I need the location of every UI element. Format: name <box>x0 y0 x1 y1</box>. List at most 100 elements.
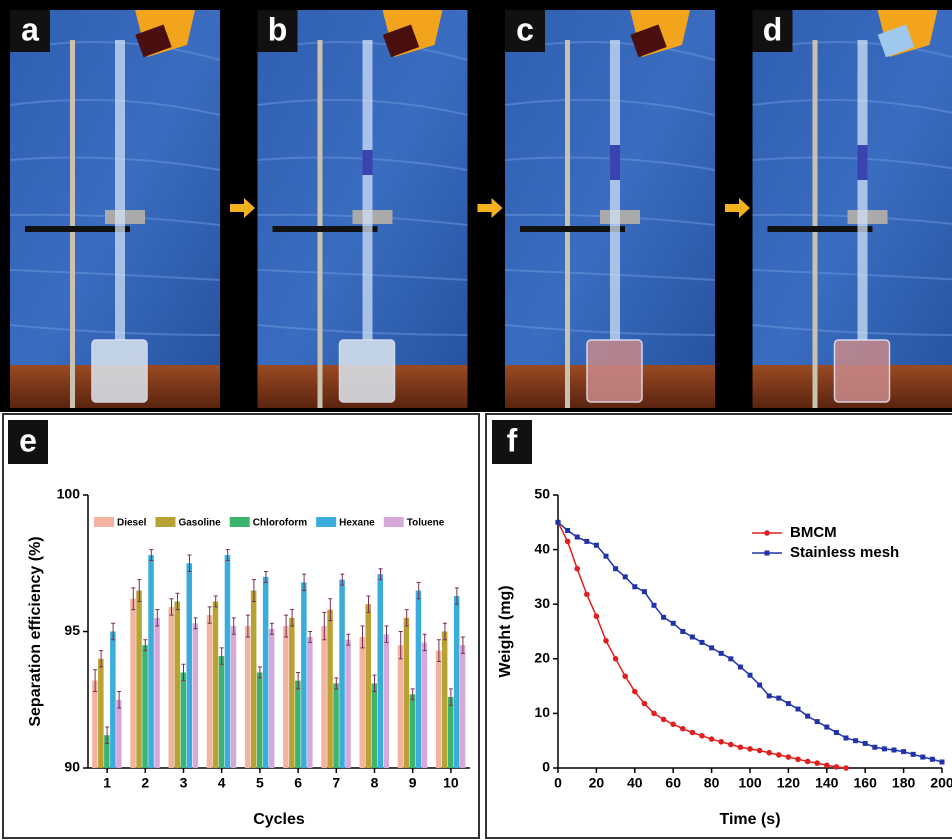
point <box>574 565 580 572</box>
point <box>737 664 743 670</box>
panel-label-box <box>752 10 793 52</box>
error-bar <box>328 598 333 622</box>
point <box>843 735 849 741</box>
step-arrow <box>230 198 255 218</box>
beaker <box>833 339 891 403</box>
beaker <box>91 339 148 403</box>
point <box>574 534 580 540</box>
error-bar <box>117 691 122 709</box>
panel-f-frame <box>485 413 952 839</box>
y-tick-label: 0 <box>542 759 550 775</box>
point <box>641 700 648 707</box>
point <box>565 527 571 533</box>
bar <box>92 680 98 768</box>
error-bar <box>360 625 365 649</box>
y-tick-label: 95 <box>64 622 80 638</box>
small-beaker <box>630 24 667 58</box>
point <box>584 591 590 598</box>
legend-label: Hexane <box>339 518 375 529</box>
point <box>661 614 667 620</box>
point <box>901 749 907 755</box>
bar <box>421 642 428 768</box>
point <box>632 584 638 590</box>
legend-label: Gasoline <box>178 518 221 529</box>
bar <box>250 590 257 768</box>
bar <box>224 555 231 768</box>
bar <box>180 672 186 768</box>
error-bar <box>398 631 403 660</box>
error-bar <box>460 636 465 654</box>
point <box>747 672 753 678</box>
point <box>651 602 657 608</box>
bar <box>262 576 269 768</box>
bar <box>212 601 219 768</box>
legend-swatch <box>155 517 176 527</box>
legend-marker <box>764 530 770 536</box>
bar <box>142 645 148 768</box>
error-bar <box>269 622 274 635</box>
point <box>756 747 763 754</box>
point <box>555 519 561 525</box>
beaker <box>338 339 396 403</box>
point <box>795 756 801 763</box>
bar <box>174 601 180 768</box>
error-bar <box>308 631 313 643</box>
stand-rod <box>70 40 75 408</box>
bar <box>268 628 275 768</box>
error-bar <box>155 609 160 627</box>
y-tick-label: 90 <box>64 759 80 775</box>
x-tick-label: 2 <box>141 775 149 791</box>
stand-rod <box>812 40 818 408</box>
error-bar <box>436 639 441 663</box>
bar <box>409 694 416 768</box>
point <box>593 613 600 620</box>
mesh-segment <box>362 150 373 175</box>
x-tick-label: 80 <box>704 775 720 791</box>
point <box>622 574 628 580</box>
bar <box>218 656 225 768</box>
x-tick-label: 6 <box>294 775 302 791</box>
error-bar <box>263 570 268 583</box>
x-tick-label: 20 <box>589 775 605 791</box>
panel-label-box <box>8 420 48 464</box>
panel-label: b <box>268 11 288 47</box>
y-axis-label: Weight (mg) <box>497 585 514 677</box>
point <box>632 688 638 695</box>
clamp-arm <box>520 226 625 232</box>
error-bar <box>346 633 351 646</box>
panel-label-box <box>10 10 50 52</box>
bar <box>377 574 383 768</box>
x-tick-label: 4 <box>218 775 226 791</box>
error-bar <box>378 568 383 581</box>
bar <box>301 582 307 768</box>
point <box>776 695 782 701</box>
point <box>910 751 916 757</box>
y-tick-label: 30 <box>534 595 550 611</box>
point <box>680 629 686 634</box>
x-tick-label: 180 <box>892 775 916 791</box>
beaker <box>586 339 643 403</box>
x-tick-label: 140 <box>815 775 839 791</box>
error-bar <box>251 579 256 602</box>
bar <box>136 590 142 768</box>
error-bar <box>231 617 236 635</box>
point <box>660 716 667 723</box>
point <box>564 538 571 545</box>
y-tick-label: 100 <box>57 486 81 502</box>
bar <box>168 606 174 768</box>
mesh-segment <box>610 145 620 180</box>
tube <box>610 40 620 340</box>
y-tick-label: 40 <box>534 540 550 556</box>
point <box>737 744 744 751</box>
point <box>824 724 830 730</box>
point <box>718 650 724 656</box>
panel-label-box <box>492 420 532 464</box>
legend-label: Toluene <box>407 518 445 529</box>
bar <box>415 590 422 768</box>
error-bar <box>225 549 230 562</box>
error-bar <box>384 625 389 643</box>
bar <box>130 598 136 768</box>
panel-e-frame <box>2 413 480 839</box>
bar <box>397 645 404 768</box>
